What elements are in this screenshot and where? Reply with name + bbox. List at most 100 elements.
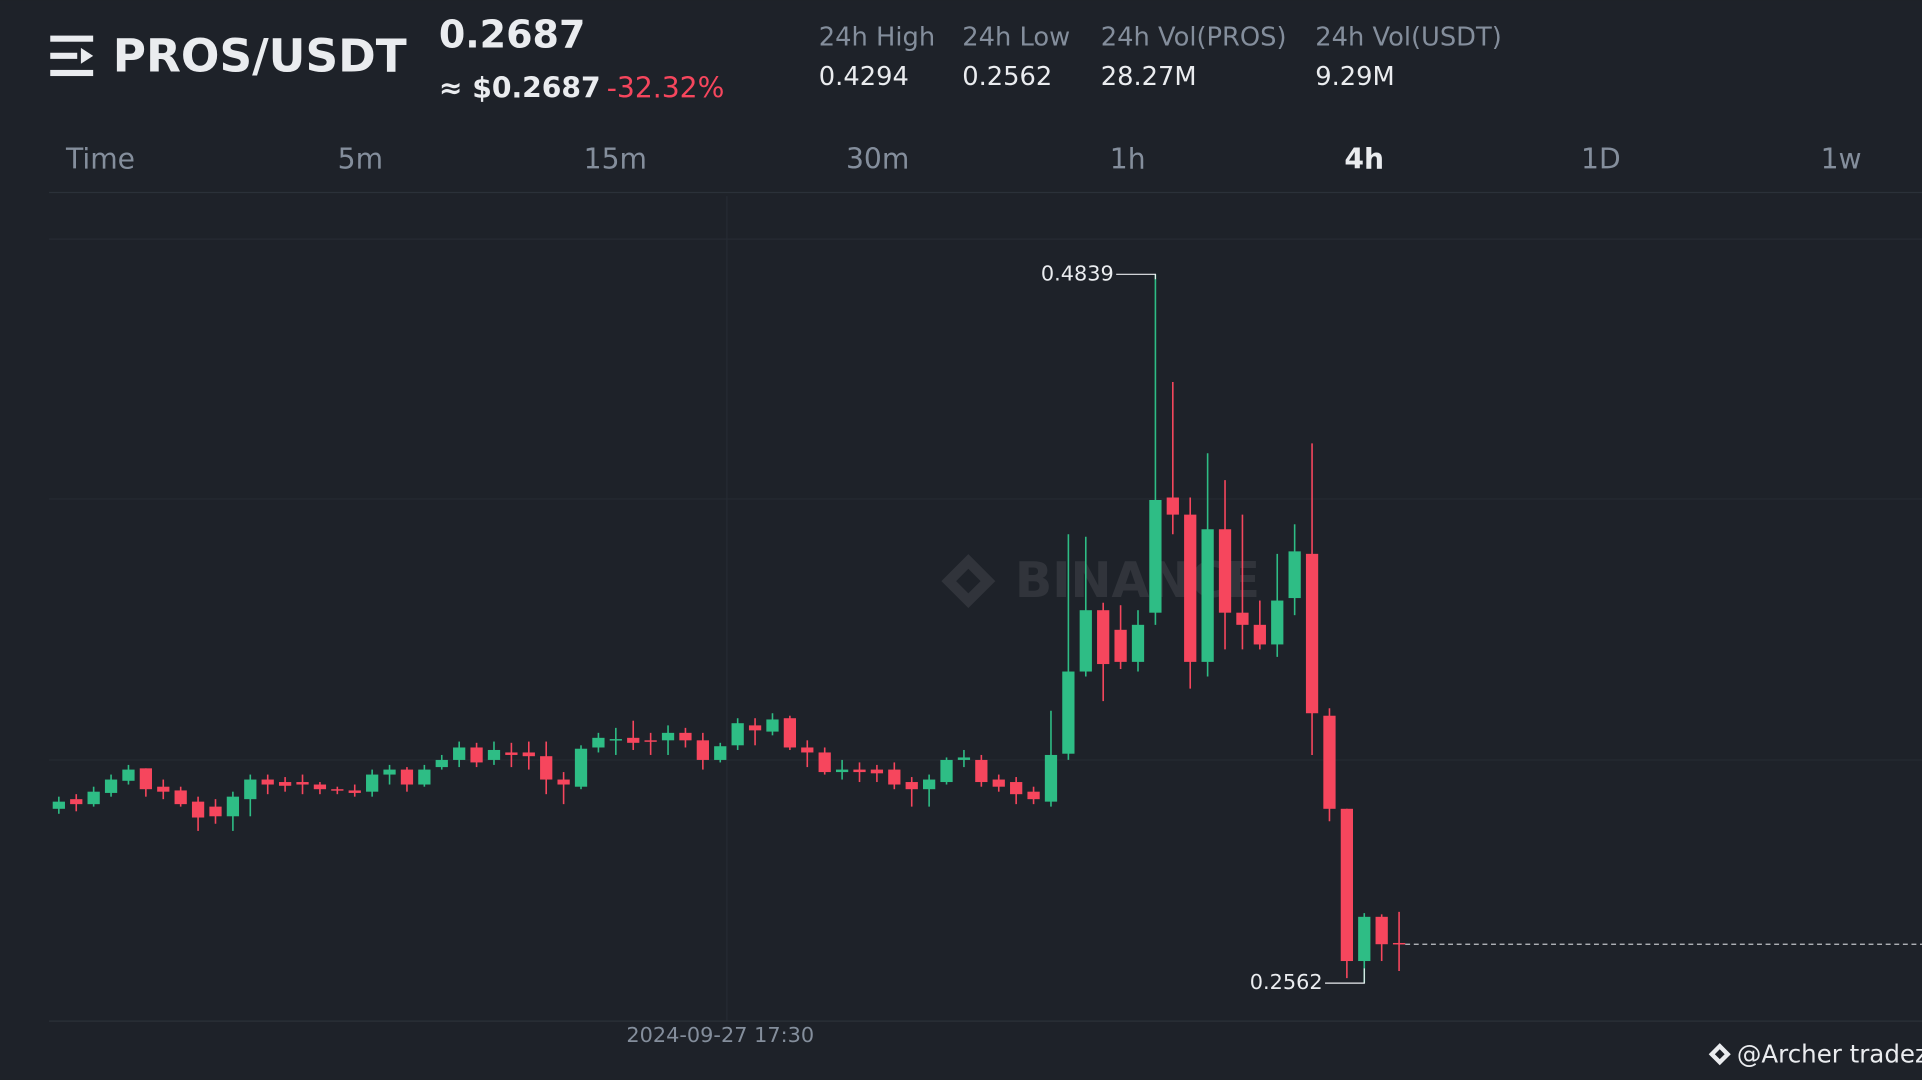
candle-body bbox=[1131, 624, 1145, 662]
candle-body bbox=[1375, 916, 1388, 945]
candle-body bbox=[574, 748, 588, 787]
low-annotation: 0.2562 bbox=[1250, 970, 1323, 994]
timeframe-tabs: Time 5m 15m 30m 1h 4h 1D 1w bbox=[65, 143, 1862, 176]
candle-body bbox=[70, 799, 83, 805]
candle-body bbox=[923, 779, 936, 790]
candle-body bbox=[766, 719, 779, 732]
candle-body bbox=[122, 769, 135, 781]
timeframe-tab[interactable]: 15m bbox=[584, 143, 647, 176]
candle-body bbox=[383, 769, 396, 775]
candle-body bbox=[1201, 529, 1214, 662]
stat-label: 24h Vol(PROS) bbox=[1101, 23, 1287, 53]
candle-body bbox=[487, 749, 501, 760]
stat-label: 24h High bbox=[819, 23, 935, 53]
candle-body bbox=[296, 782, 309, 785]
candle-body bbox=[1184, 514, 1197, 662]
candle-body bbox=[679, 732, 692, 741]
candle-body bbox=[226, 796, 240, 817]
candle-body bbox=[435, 759, 448, 768]
candle-body bbox=[1027, 791, 1040, 800]
low-annotation-line bbox=[1325, 968, 1365, 984]
timeframe-tab[interactable]: 5m bbox=[338, 143, 383, 176]
stats: 24h High 0.4294 24h Low 0.2562 24h Vol(PROS)… bbox=[819, 23, 1502, 92]
candle-body bbox=[1044, 754, 1058, 802]
stat-value: 0.2562 bbox=[962, 62, 1052, 92]
candle-body bbox=[748, 725, 762, 731]
candle-body bbox=[331, 789, 344, 791]
usd-price: ≈ $0.2687 bbox=[439, 72, 601, 105]
candle-body bbox=[940, 759, 953, 783]
candle-body bbox=[1236, 612, 1249, 625]
high-annotation-line bbox=[1116, 273, 1157, 280]
credit-text: @Archer tradez bbox=[1737, 1039, 1922, 1068]
candle-body bbox=[992, 779, 1005, 787]
candle-body bbox=[400, 769, 414, 785]
plot: 2024-09-27 17:30 0.4839 0.2562 bbox=[52, 261, 1922, 1047]
change: -32.32% bbox=[607, 72, 725, 105]
candle-body bbox=[714, 746, 727, 760]
candle-body bbox=[696, 740, 709, 760]
timeframe-tab[interactable]: 1h bbox=[1110, 143, 1146, 176]
candle-body bbox=[1305, 553, 1319, 714]
candle-body bbox=[783, 718, 797, 748]
candle-body bbox=[87, 791, 100, 805]
credit: @Archer tradez bbox=[1708, 1039, 1922, 1068]
price: 0.2687 bbox=[439, 12, 586, 56]
menu-icon[interactable] bbox=[50, 35, 94, 77]
candle-body bbox=[1358, 916, 1371, 962]
candle-body bbox=[905, 782, 918, 790]
menu-arrow bbox=[80, 47, 94, 64]
candle-body bbox=[557, 779, 570, 785]
menu-bar bbox=[50, 52, 78, 59]
timeframe-tab[interactable]: 1D bbox=[1581, 143, 1621, 176]
candle-body bbox=[592, 737, 605, 748]
candle-body bbox=[1062, 671, 1075, 754]
candle-body bbox=[313, 784, 327, 790]
candle-body bbox=[174, 790, 187, 805]
candle-body bbox=[888, 769, 901, 785]
candle-body bbox=[1323, 715, 1336, 809]
candle-body bbox=[975, 759, 988, 783]
stat-label: 24h Vol(USDT) bbox=[1315, 23, 1502, 53]
candle-body bbox=[505, 752, 518, 755]
pair[interactable]: PROS/USDT bbox=[113, 29, 407, 82]
candle-body bbox=[453, 747, 466, 760]
candle-body bbox=[1149, 499, 1162, 613]
candle-body bbox=[1253, 624, 1266, 645]
candle-body bbox=[470, 747, 483, 763]
candle-body bbox=[540, 756, 553, 780]
candle-body bbox=[418, 769, 431, 785]
candle-body bbox=[731, 723, 744, 746]
candle-body bbox=[348, 790, 361, 793]
timeframe-tab[interactable]: 1w bbox=[1821, 143, 1862, 176]
candle-body bbox=[139, 768, 152, 790]
candle-body bbox=[1340, 808, 1353, 962]
stat-value: 28.27M bbox=[1101, 62, 1197, 92]
stat-value: 0.4294 bbox=[819, 62, 909, 92]
candle-body bbox=[244, 779, 257, 800]
candle-body bbox=[52, 801, 65, 809]
watermark-logo bbox=[941, 554, 996, 609]
candle-body bbox=[104, 779, 118, 793]
candle-body bbox=[1271, 600, 1284, 645]
candle-body bbox=[957, 757, 971, 760]
candle-body bbox=[1114, 629, 1127, 662]
candle-body bbox=[1218, 529, 1232, 613]
candle-body bbox=[835, 769, 849, 773]
candle-body bbox=[1079, 610, 1092, 672]
candle-body bbox=[627, 737, 640, 743]
stat-value: 9.29M bbox=[1315, 62, 1395, 92]
candle-body bbox=[366, 774, 379, 792]
menu-bar bbox=[50, 69, 94, 77]
timeframe-tab[interactable]: 4h bbox=[1344, 143, 1384, 176]
timeframe-tab[interactable]: 30m bbox=[846, 143, 909, 176]
candle-body bbox=[609, 739, 622, 741]
candle-body bbox=[870, 769, 884, 774]
stat-label: 24h Low bbox=[962, 23, 1070, 53]
candle-body bbox=[191, 801, 205, 818]
candle-body bbox=[644, 740, 657, 742]
timeframe-tab[interactable]: Time bbox=[65, 143, 135, 176]
candle-body bbox=[1392, 942, 1406, 945]
